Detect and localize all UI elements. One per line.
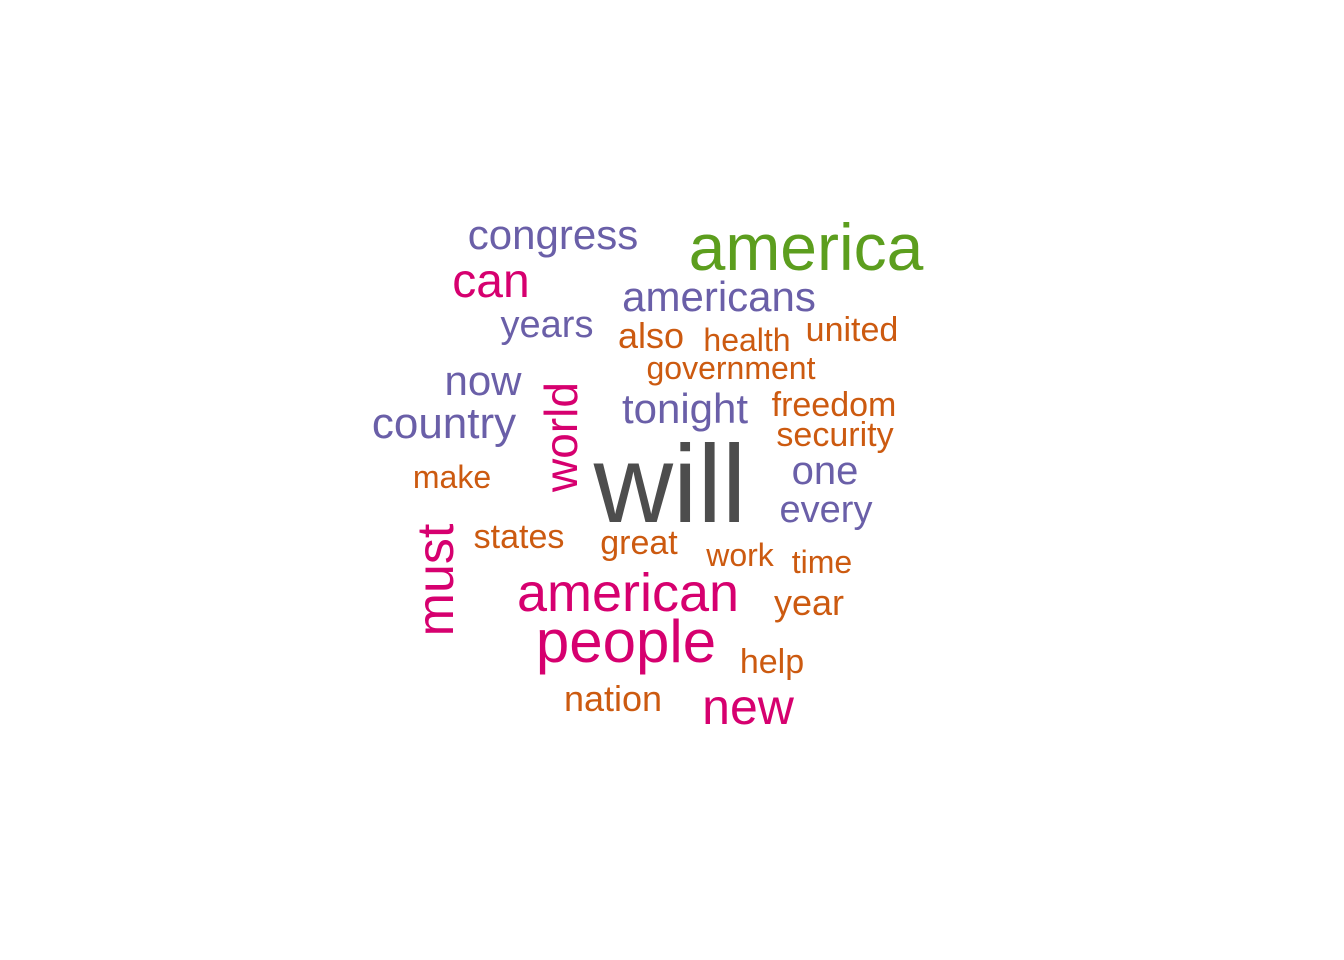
word-make: make [412, 459, 492, 495]
word-world: world [535, 382, 587, 492]
word-years: years [500, 304, 594, 346]
word-year: year [773, 582, 845, 623]
word-people: people [535, 608, 717, 675]
word-time: time [791, 544, 853, 580]
word-one: one [791, 449, 859, 493]
word-will: will [593, 423, 747, 546]
word-now: now [444, 357, 522, 404]
word-new: new [702, 679, 794, 735]
word-health: health [703, 322, 791, 358]
word-work: work [706, 537, 774, 573]
word-states: states [473, 518, 565, 556]
word-tonight: tonight [621, 385, 749, 432]
word-freedom: freedom [771, 386, 897, 424]
word-american: american [516, 563, 740, 623]
word-country: country [371, 399, 517, 448]
word-america: america [688, 210, 924, 284]
word-congress: congress [467, 211, 639, 258]
word-can: can [452, 255, 530, 308]
word-great: great [600, 524, 678, 562]
word-every: every [779, 489, 873, 531]
word-government: government [646, 350, 816, 386]
word-help: help [739, 643, 805, 681]
word-americans: americans [622, 273, 816, 320]
word-also: also [617, 315, 685, 356]
word-must: must [407, 523, 465, 637]
word-security: security [776, 416, 894, 454]
word-united: united [805, 311, 899, 349]
word-nation: nation [563, 678, 663, 719]
